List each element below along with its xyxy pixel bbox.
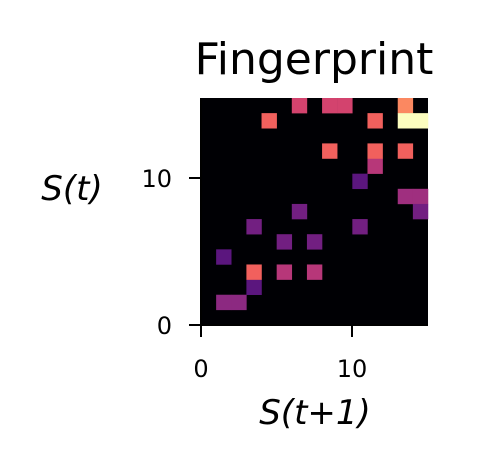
heatmap-cell-7 bbox=[276, 234, 293, 250]
heatmap-cell-25 bbox=[397, 98, 414, 114]
heatmap-cell-27 bbox=[412, 113, 429, 129]
heatmap-cell-21 bbox=[291, 98, 308, 114]
heatmap-cell-18 bbox=[412, 188, 429, 205]
heatmap-cell-17 bbox=[397, 188, 414, 205]
y-axis-label-text: S(t) bbox=[41, 169, 102, 209]
heatmap-cell-12 bbox=[352, 173, 368, 190]
heatmap-cell-20 bbox=[261, 113, 277, 129]
heatmap-cell-15 bbox=[367, 143, 383, 159]
heatmap-cell-1 bbox=[231, 294, 247, 311]
x-axis-label: S(t+1) bbox=[259, 393, 371, 433]
chart-title: Fingerprint bbox=[195, 34, 434, 85]
heatmap-cell-2 bbox=[246, 279, 262, 295]
heatmap-cell-13 bbox=[367, 158, 383, 174]
heatmap-cell-4 bbox=[216, 249, 232, 265]
heatmap-cells bbox=[216, 98, 429, 311]
y-axis-label: S(t) bbox=[41, 169, 102, 209]
heatmap-cell-10 bbox=[291, 203, 308, 220]
heatmap-cell-23 bbox=[337, 98, 353, 114]
heatmap-cell-9 bbox=[246, 219, 262, 235]
heatmap-cell-14 bbox=[322, 143, 338, 159]
heatmap-cell-26 bbox=[397, 113, 414, 129]
heatmap-cell-11 bbox=[352, 219, 368, 235]
y-tick-label-10: 10 bbox=[141, 165, 172, 193]
x-tick-label-0: 0 bbox=[193, 355, 208, 383]
x-tick-label-10: 10 bbox=[337, 355, 368, 383]
heatmap-cell-0 bbox=[216, 294, 232, 311]
plot-area-background bbox=[201, 98, 428, 325]
heatmap-cell-8 bbox=[306, 234, 323, 250]
heatmap-cell-22 bbox=[322, 98, 338, 114]
heatmap-cell-16 bbox=[397, 143, 414, 159]
axes: 0 10 0 10 bbox=[141, 98, 428, 383]
x-axis-label-text: S(t+1) bbox=[259, 393, 371, 433]
heatmap-cell-3 bbox=[246, 264, 262, 280]
heatmap-cell-19 bbox=[412, 203, 429, 220]
heatmap-cell-5 bbox=[276, 264, 293, 280]
heatmap-cell-6 bbox=[306, 264, 323, 280]
heatmap-cell-24 bbox=[367, 113, 383, 129]
y-tick-label-0: 0 bbox=[157, 312, 172, 340]
